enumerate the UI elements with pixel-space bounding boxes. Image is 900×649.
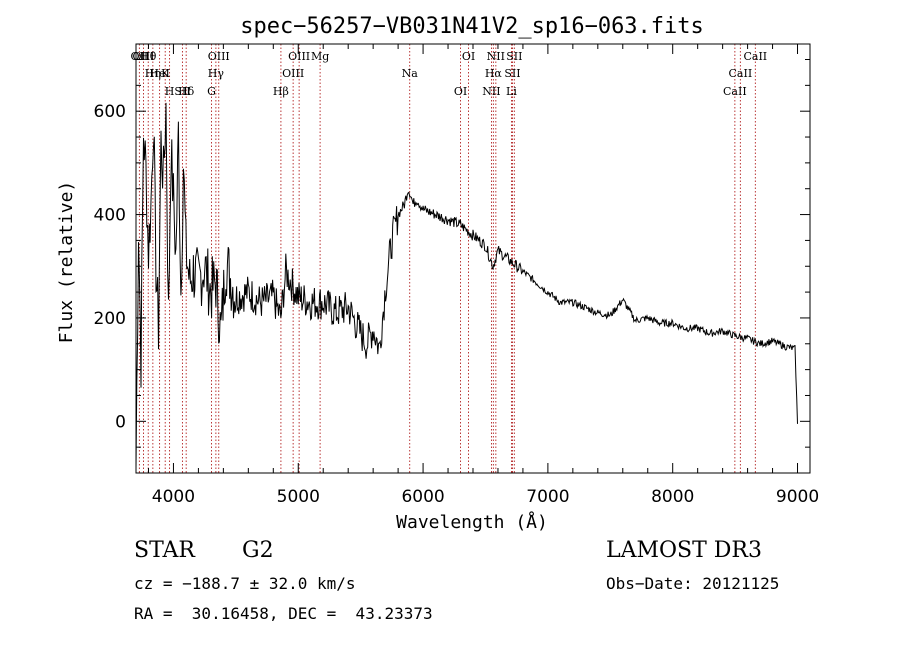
plot-frame <box>135 43 811 474</box>
line-label: G <box>207 85 216 98</box>
line-label: Mg <box>311 50 329 63</box>
y-tick-label: 0 <box>115 412 126 432</box>
line-label: Li <box>506 85 517 98</box>
x-tick-label: 8000 <box>651 487 694 507</box>
line-label: Hδ <box>178 85 195 98</box>
line-label: OII <box>131 50 149 63</box>
coordinates: RA = 30.16458, DEC = 43.23373 <box>134 604 433 623</box>
line-label: CaII <box>743 50 767 63</box>
line-label: H <box>165 85 175 98</box>
x-tick-label: 4000 <box>152 487 195 507</box>
object-class: STAR <box>134 538 195 563</box>
x-axis-label: Wavelength (Å) <box>396 511 548 533</box>
line-label: SII <box>504 67 520 80</box>
line-label: OIII <box>282 67 304 80</box>
x-tick-label: 9000 <box>776 487 819 507</box>
line-label: SII <box>506 50 522 63</box>
y-tick-label: 600 <box>94 102 126 122</box>
y-axis-label: Flux (relative) <box>56 181 77 344</box>
line-label: NII <box>482 85 500 98</box>
line-label: Hγ <box>208 67 225 80</box>
spectrum-line <box>135 102 798 469</box>
line-label: Hθ <box>140 50 157 63</box>
line-label: OIII <box>288 50 310 63</box>
line-marker-layer <box>138 44 756 473</box>
line-label: NII <box>487 50 505 63</box>
chart-title: spec−56257−VB031N41V2_sp16−063.fits <box>240 14 704 39</box>
line-label: Hβ <box>273 85 289 98</box>
x-tick-label: 6000 <box>401 487 444 507</box>
x-tick-label: 7000 <box>526 487 569 507</box>
x-tick-label: 5000 <box>277 487 320 507</box>
line-label: HeI <box>149 67 169 80</box>
redshift-text: cz = −188.7 ± 32.0 km/s <box>134 574 356 593</box>
survey-name: LAMOST DR3 <box>606 538 762 563</box>
line-label: OI <box>462 50 475 63</box>
y-axis: 0 200 400 600 <box>94 59 810 448</box>
line-label: K <box>161 67 170 80</box>
line-label: Hα <box>485 67 503 80</box>
line-label: Na <box>402 67 419 80</box>
line-label: CaII <box>723 85 747 98</box>
y-tick-label: 400 <box>94 206 126 226</box>
object-subclass: G2 <box>242 538 274 563</box>
line-label: CaII <box>729 67 753 80</box>
spectrum-chart: spec−56257−VB031N41V2_sp16−063.fits HθKH… <box>56 14 819 533</box>
line-label: OI <box>454 85 467 98</box>
line-label: SII <box>174 85 190 98</box>
line-label: Hη <box>145 67 161 80</box>
y-tick-label: 200 <box>94 309 126 329</box>
spectrum-layer <box>135 102 798 469</box>
x-axis: 4000 5000 6000 7000 8000 9000 <box>147 44 819 507</box>
line-label-layer: HθKHδOIIHeISIIOIIIHηHOIIIHγGOIIIOIIIHβMg… <box>131 50 768 98</box>
line-label: OIII <box>208 50 230 63</box>
obs-date: Obs−Date: 20121125 <box>606 574 780 593</box>
